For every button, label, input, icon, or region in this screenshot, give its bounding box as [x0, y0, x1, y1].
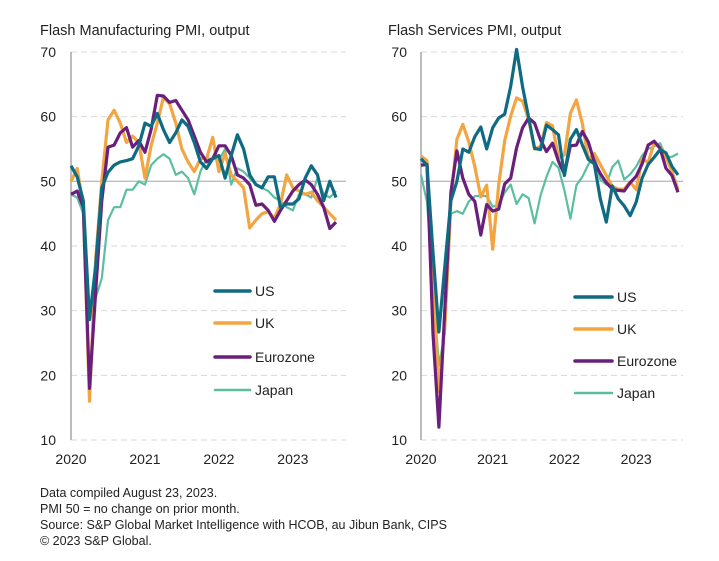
y-tick-label: 20: [40, 367, 56, 383]
chart-title: Flash Services PMI, output: [388, 23, 561, 39]
legend-label: Eurozone: [617, 353, 677, 369]
y-tick-label: 70: [391, 44, 407, 60]
y-tick-label: 50: [391, 173, 407, 189]
y-tick-label: 30: [391, 303, 407, 319]
y-tick-label: 70: [40, 44, 56, 60]
y-tick-label: 60: [391, 109, 407, 125]
series-line-eurozone: [420, 116, 680, 429]
x-tick-label: 2022: [549, 451, 580, 467]
legend-label: UK: [617, 321, 637, 337]
services-panel: Flash Services PMI, output 10 20 30 40 50 60 7…: [388, 23, 683, 467]
y-tick-label: 50: [40, 173, 56, 189]
footnotes: Data compiled August 23, 2023. PMI 50 = …: [40, 486, 447, 548]
x-tick-label: 2020: [405, 451, 436, 467]
chart-title: Flash Manufacturing PMI, output: [40, 23, 250, 39]
x-tick-label: 2021: [477, 451, 508, 467]
footnote-line: Source: S&P Global Market Intelligence w…: [40, 518, 447, 532]
legend-label: Japan: [255, 382, 293, 398]
series-line-uk: [420, 96, 680, 394]
series-line-japan: [419, 142, 679, 367]
y-tick-label: 60: [40, 109, 56, 125]
footnote-line: Data compiled August 23, 2023.: [40, 486, 217, 500]
x-tick-label: 2021: [129, 451, 160, 467]
footnote-line: © 2023 S&P Global.: [40, 534, 152, 548]
x-tick-label: 2023: [621, 451, 652, 467]
legend-label: UK: [255, 315, 275, 331]
x-tick-label: 2020: [55, 451, 86, 467]
manufacturing-panel: Flash Manufacturing PMI, output 10 20 30 40…: [40, 23, 346, 467]
series-line-us: [69, 111, 338, 322]
x-tick-label: 2023: [277, 451, 308, 467]
x-tick-label: 2022: [203, 451, 234, 467]
legend-label: Japan: [617, 385, 655, 401]
y-tick-label: 10: [391, 432, 407, 448]
series-line-us: [419, 47, 680, 334]
legend-label: US: [617, 289, 636, 305]
y-tick-label: 20: [391, 367, 407, 383]
series-line-eurozone: [70, 93, 338, 390]
footnote-line: PMI 50 = no change on prior month.: [40, 502, 240, 516]
y-tick-label: 30: [40, 303, 56, 319]
y-tick-label: 40: [391, 238, 407, 254]
y-tick-label: 10: [40, 432, 56, 448]
series-line-japan: [70, 147, 337, 312]
legend-label: Eurozone: [255, 349, 315, 365]
legend-label: US: [255, 283, 274, 299]
y-tick-label: 40: [40, 238, 56, 254]
